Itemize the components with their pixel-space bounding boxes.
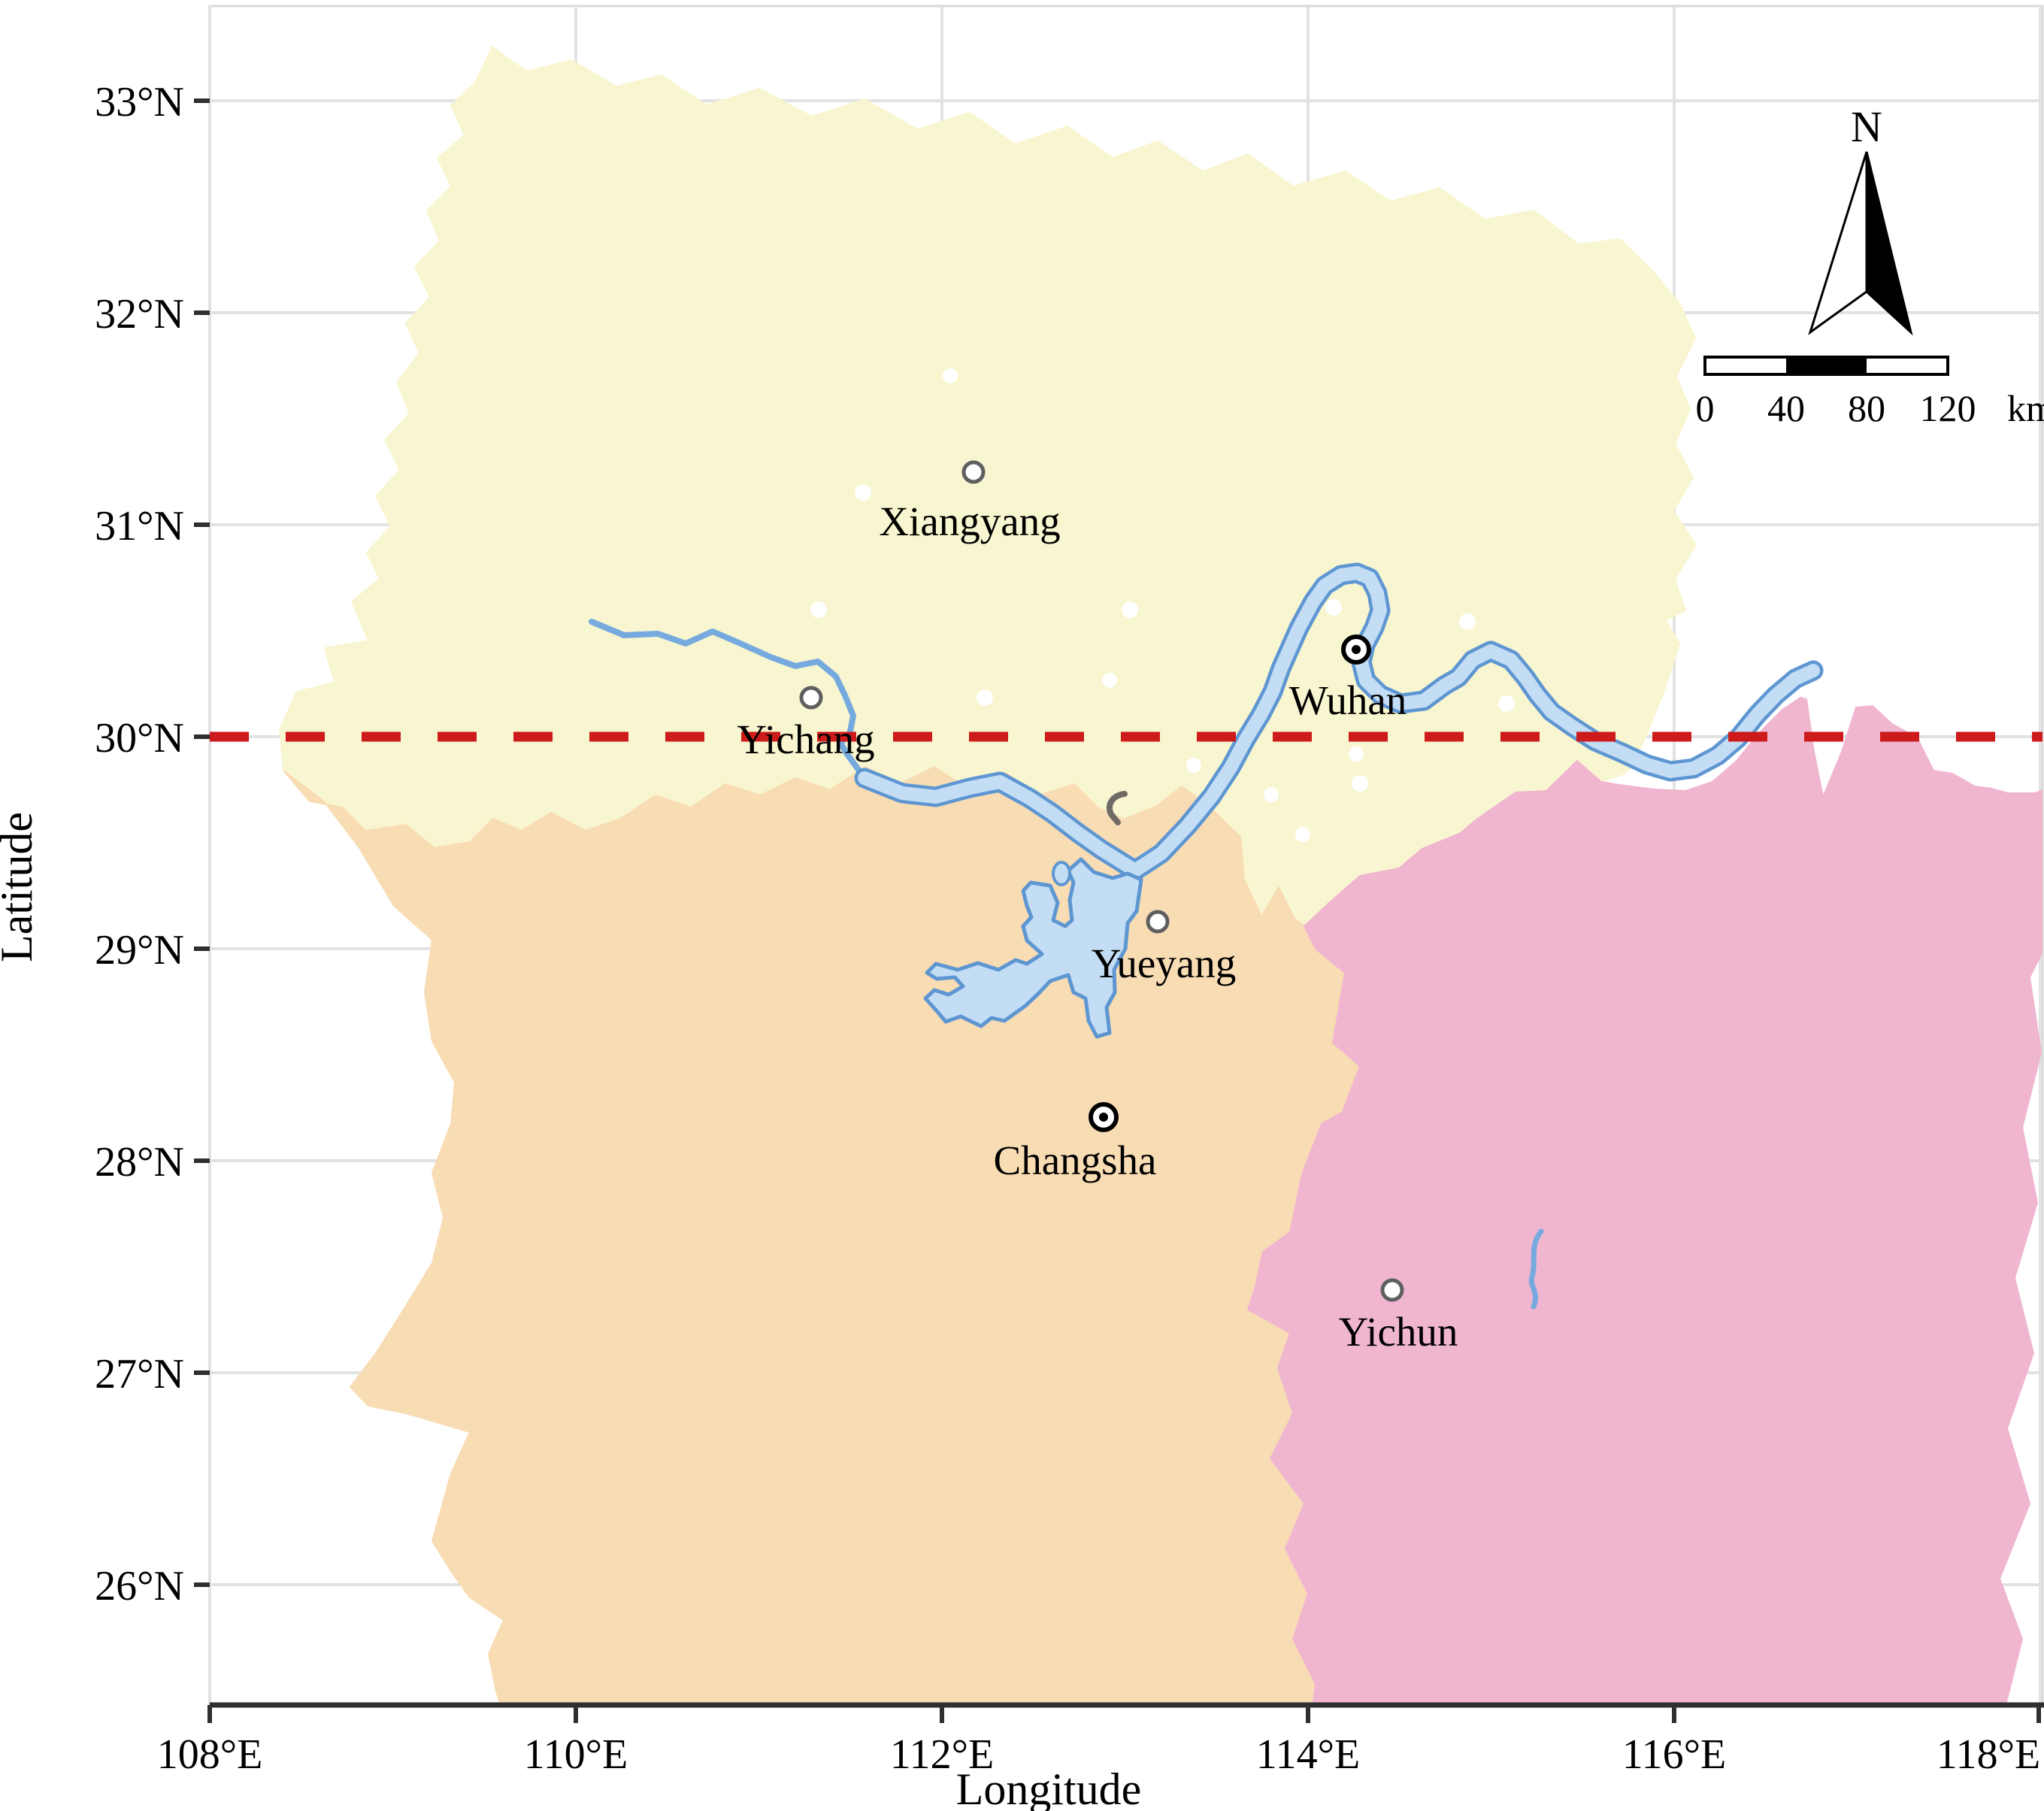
city-marker-yichun <box>1380 1278 1404 1302</box>
capital-marker-changsha <box>1089 1102 1119 1132</box>
dongting-lake <box>923 857 1143 1039</box>
x-axis-title: Longitude <box>956 1764 1142 1811</box>
y-tick-label-26n: 26°N <box>95 1563 184 1610</box>
y-tick-labels: 33°N 32°N 31°N 30°N 29°N 28°N 27°N 26°N <box>95 79 184 1610</box>
scale-label-40: 40 <box>1767 387 1805 429</box>
capital-marker-wuhan <box>1341 634 1371 665</box>
city-marker-xiangyang <box>961 460 986 484</box>
city-label-yichun: Yichun <box>1339 1309 1458 1355</box>
x-tick-label-112e: 112°E <box>890 1731 995 1778</box>
north-arrow-right-half <box>1865 151 1913 336</box>
x-tick-label-116e: 116°E <box>1622 1731 1727 1778</box>
y-tick-label-32n: 32°N <box>95 291 184 338</box>
scale-label-80: 80 <box>1848 387 1885 429</box>
city-label-wuhan: Wuhan <box>1289 677 1407 723</box>
city-label-changsha: Changsha <box>994 1137 1157 1183</box>
x-tick-label-110e: 110°E <box>524 1731 628 1778</box>
city-label-xiangyang: Xiangyang <box>879 498 1060 544</box>
scale-unit-label: km <box>2007 387 2044 429</box>
y-tick-label-33n: 33°N <box>95 79 184 126</box>
province-jiangxi <box>1246 696 2042 1705</box>
town-dots <box>810 368 1515 842</box>
north-arrow-label: N <box>1851 102 1882 151</box>
city-labels: Xiangyang Yichang Wuhan Yueyang Changsha… <box>737 498 1458 1355</box>
scale-label-120: 120 <box>1920 387 1976 429</box>
xiu-river <box>1528 1228 1544 1310</box>
x-tick-label-118e: 118°E <box>1937 1731 2041 1778</box>
city-markers <box>799 460 1404 1302</box>
x-tick-labels: 108°E 110°E 112°E 114°E 116°E 118°E <box>157 1731 2041 1778</box>
city-label-yichang: Yichang <box>737 716 874 762</box>
city-marker-yichang <box>799 686 823 710</box>
y-tick-label-28n: 28°N <box>95 1139 184 1186</box>
axis-ticks <box>194 98 2041 1723</box>
scale-bar-labels: 0 40 80 120 km <box>1696 387 2044 429</box>
dark-channel-mark <box>1107 791 1128 825</box>
map-content <box>210 45 2042 1705</box>
scale-bar-black-segment <box>1786 357 1867 374</box>
x-tick-label-114e: 114°E <box>1256 1731 1361 1778</box>
y-tick-label-29n: 29°N <box>95 927 184 974</box>
city-marker-yueyang <box>1146 910 1170 934</box>
yangtze-river <box>858 566 1820 877</box>
y-axis-title: Latitude <box>0 812 41 962</box>
scale-label-0: 0 <box>1696 387 1715 429</box>
city-label-yueyang: Yueyang <box>1092 940 1236 986</box>
y-tick-label-27n: 27°N <box>95 1351 184 1398</box>
x-tick-label-108e: 108°E <box>157 1731 263 1778</box>
north-arrow: N <box>1808 102 1913 336</box>
scale-bar: 0 40 80 120 km <box>1696 356 2044 429</box>
y-tick-label-31n: 31°N <box>95 503 184 550</box>
dongting-lake-pond <box>1052 861 1071 886</box>
y-tick-label-30n: 30°N <box>95 715 184 762</box>
